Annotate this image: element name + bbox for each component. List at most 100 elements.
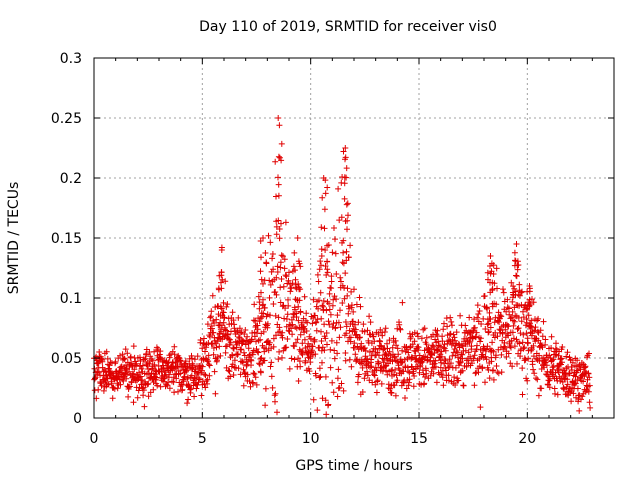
data-point [313,319,320,325]
data-point [312,312,318,319]
data-point [525,312,532,319]
data-point [434,327,441,334]
data-point [326,290,333,297]
data-point [406,369,413,376]
data-point [519,365,526,372]
data-point [280,253,286,260]
data-point [252,374,259,381]
data-point [396,367,403,373]
data-point [270,266,277,273]
data-point [345,212,351,219]
data-point [233,344,240,351]
data-point [287,281,293,288]
data-point [191,356,198,363]
data-point [334,312,341,319]
data-point [522,356,529,363]
data-point [195,375,202,382]
data-point [275,174,281,181]
data-point [254,326,261,333]
data-point [343,330,350,337]
data-point [121,356,128,362]
data-point [157,348,164,355]
data-point [510,283,517,290]
data-point [394,377,401,384]
data-point [267,363,274,370]
data-point [578,396,584,403]
data-point [268,345,275,352]
data-point [452,364,459,371]
data-point [438,353,445,360]
data-point [171,343,178,350]
data-point [388,367,395,374]
data-point [257,356,264,362]
data-point [334,350,341,357]
data-point [340,237,347,244]
data-point [485,328,492,335]
data-point [388,390,395,396]
data-point [193,385,200,392]
data-point [297,363,304,370]
data-point [221,314,228,321]
data-point [263,345,270,352]
data-point [197,337,204,343]
data-point [557,356,564,363]
data-point [469,360,475,367]
data-point [238,346,245,353]
data-point [163,373,169,380]
x-tick-label: 20 [518,431,536,447]
data-point [429,364,436,371]
data-point [519,391,526,398]
data-point [264,320,271,327]
data-point [555,366,562,372]
data-point [437,343,444,350]
data-point [303,310,310,317]
data-point [164,382,171,389]
data-point [546,352,553,359]
data-point [253,338,259,345]
data-point [343,248,350,255]
data-point [174,363,181,370]
data-point [481,293,488,299]
data-point [470,355,477,362]
data-point [445,372,452,379]
data-point [225,367,232,374]
data-point [281,256,288,263]
data-point [564,381,571,388]
data-point [482,379,488,386]
data-point [150,386,157,393]
data-point [508,279,515,286]
data-point [312,351,319,358]
data-point [366,313,373,320]
data-point [364,355,371,362]
data-point [455,377,462,384]
data-point [515,325,522,332]
data-point [324,242,331,249]
data-point [439,338,446,345]
data-point [431,360,438,367]
data-point [344,200,351,207]
data-point [504,296,511,303]
data-point [215,286,222,293]
data-point [319,302,326,309]
data-point [147,389,154,396]
data-point [199,345,206,352]
data-point [250,370,257,377]
data-point [248,357,255,364]
data-point [207,314,214,321]
data-point [460,382,467,389]
data-point [325,318,332,325]
data-point [321,225,328,232]
data-point [440,382,447,389]
data-point [322,373,329,380]
data-point [444,323,451,330]
data-point [260,280,266,287]
data-point [251,371,258,377]
data-point [212,390,219,397]
data-point [288,284,295,291]
data-point [275,181,282,188]
data-point [257,369,264,376]
data-point [315,297,322,304]
data-point [211,368,218,375]
data-point [515,262,522,268]
data-point [210,329,217,336]
